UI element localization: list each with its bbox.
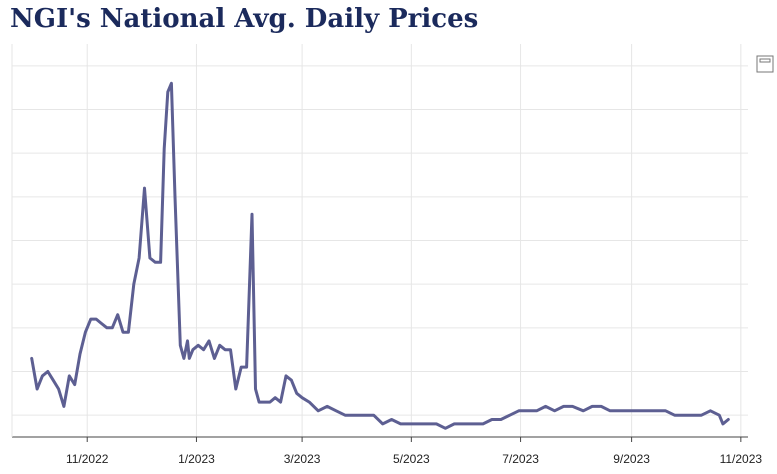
x-tick-label: 3/2023 xyxy=(284,452,321,466)
axes xyxy=(11,44,748,438)
x-tick-label: 5/2023 xyxy=(393,452,430,466)
x-tick-label: 9/2023 xyxy=(613,452,650,466)
grid-lines xyxy=(12,44,748,437)
series-line xyxy=(30,81,730,430)
x-axis-ticks: 11/2022 1/2023 3/2023 5/2023 7/2023 9/2023 11/… xyxy=(66,437,762,466)
x-tick-label: 7/2023 xyxy=(502,452,539,466)
x-tick-label: 1/2023 xyxy=(178,452,215,466)
export-button[interactable] xyxy=(754,53,776,75)
export-icon xyxy=(756,55,774,73)
chart-title: NGI's National Avg. Daily Prices xyxy=(10,4,479,34)
x-tick-label: 11/2023 xyxy=(720,452,763,466)
x-tick-label: 11/2022 xyxy=(66,452,109,466)
